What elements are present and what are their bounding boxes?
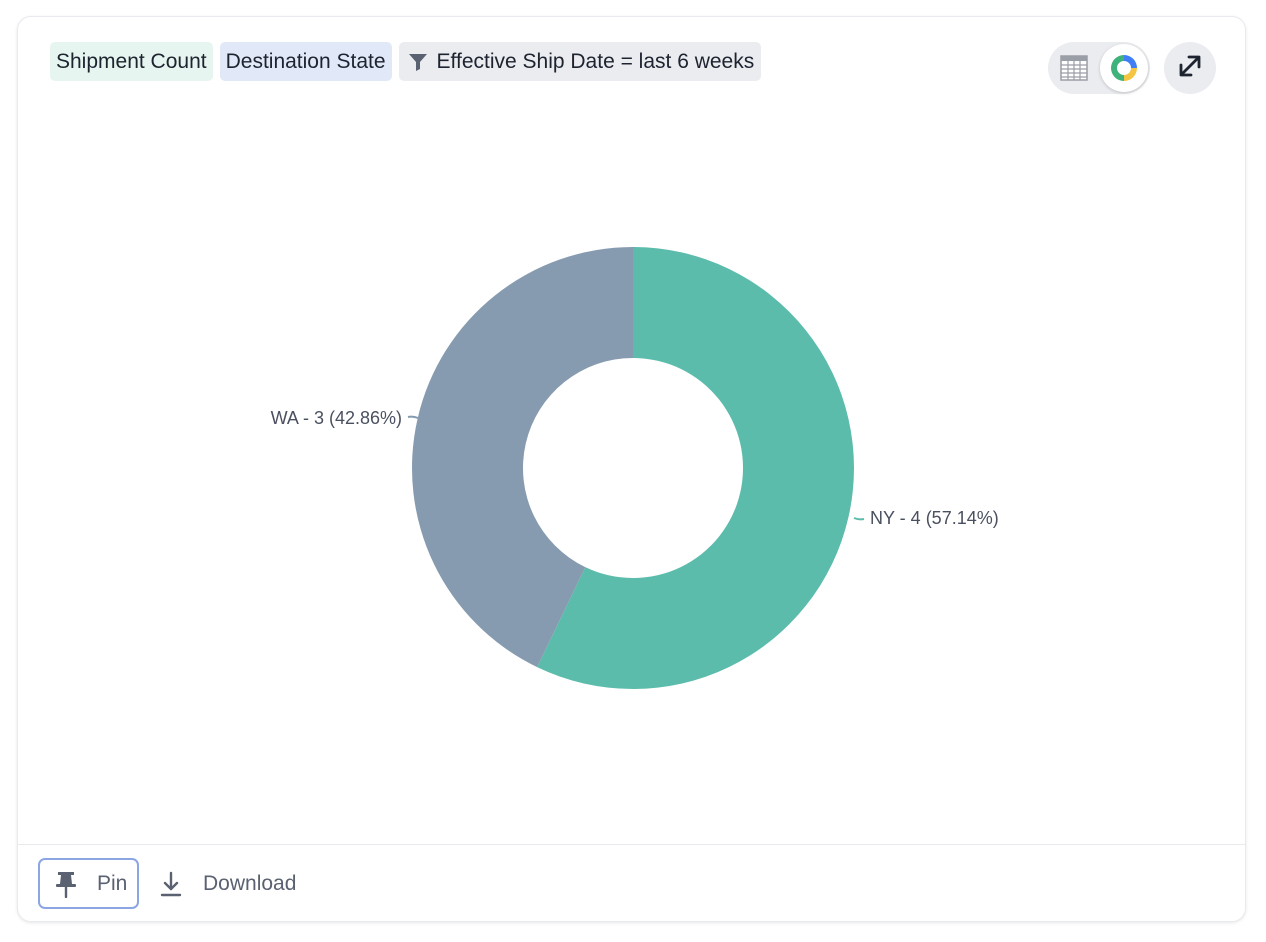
slice-label-wa: WA - 3 (42.86%) [271,408,402,428]
leader-line-ny [853,517,865,521]
slice-label-ny: NY - 4 (57.14%) [870,508,999,528]
answer-card: Shipment Count Destination State Effecti… [17,16,1246,922]
table-grid-icon[interactable] [1057,52,1091,84]
leader-line-wa [407,415,419,419]
expand-button[interactable] [1164,42,1216,94]
expand-arrows-icon [1176,52,1204,85]
metric-chip[interactable]: Shipment Count [50,42,213,81]
filter-icon [405,42,435,81]
download-icon [157,870,185,898]
metric-chip-label: Shipment Count [56,50,207,73]
attribute-chip[interactable]: Destination State [219,42,392,81]
donut-chart: NY - 4 (57.14%) WA - 3 (42.86%) [271,247,999,689]
pin-button[interactable]: Pin [38,858,139,909]
donut-slice-wa[interactable] [411,247,633,668]
pin-icon [52,870,80,898]
download-label: Download [203,871,297,895]
query-chips: Shipment Count Destination State Effecti… [50,42,762,81]
footer-divider [18,844,1245,845]
filter-chip-label: Effective Ship Date = last 6 weeks [436,50,755,73]
download-button[interactable]: Download [157,858,296,909]
donut-chart-icon[interactable] [1100,44,1148,92]
view-toggle[interactable] [1048,42,1150,94]
donut-slice-ny[interactable] [537,247,854,689]
attribute-chip-label: Destination State [225,50,386,73]
pin-label: Pin [97,871,128,895]
filter-chip[interactable]: Effective Ship Date = last 6 weeks [398,42,762,81]
